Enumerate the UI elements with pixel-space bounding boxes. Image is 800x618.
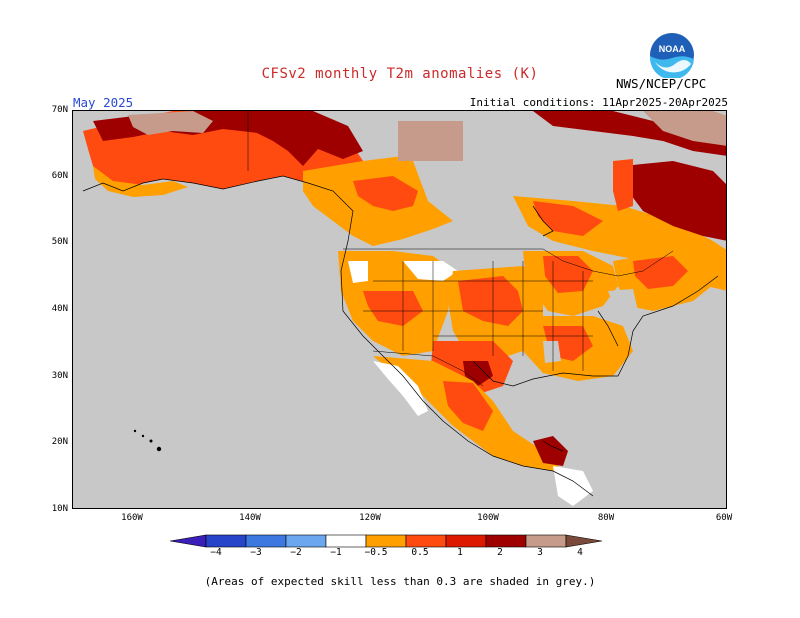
lon-label-160w: 160W	[121, 513, 143, 523]
map-canvas	[73, 111, 726, 508]
anomaly-region-us-greatlakes-red	[543, 256, 593, 293]
anomaly-region-us-northeast-red	[633, 256, 688, 289]
colorbar-label-1: 1	[457, 547, 463, 558]
colorbar-label-neg4: −4	[210, 547, 222, 558]
anomaly-region-us-great-basin-red	[363, 291, 423, 326]
lon-label-140w: 140W	[239, 513, 261, 523]
colorbar-arrow-low	[170, 534, 207, 548]
colorbar-segment-5	[365, 534, 407, 548]
anomaly-region-alaska-orange-coast	[93, 166, 188, 197]
anomaly-region-greenland-pink	[643, 111, 726, 146]
lat-label-50n: 50N	[51, 237, 68, 247]
anomaly-region-us-white-california	[348, 261, 368, 283]
colorbar-label-neg2: −2	[290, 547, 302, 558]
anomaly-region-labrador-red	[613, 159, 633, 211]
anomaly-region-arctic-islands-dark	[533, 111, 726, 156]
anomaly-region-nunavut-pink	[398, 121, 463, 161]
anomaly-region-central-canada-grey	[413, 161, 523, 231]
anomaly-region-us-mid-atlantic-grey	[608, 289, 638, 316]
anomaly-region-canada-red	[353, 176, 418, 211]
colorbar-label-05: 0.5	[411, 547, 429, 558]
lat-label-70n: 70N	[51, 105, 68, 115]
colorbar-label-neg3: −3	[250, 547, 262, 558]
lon-label-120w: 120W	[359, 513, 381, 523]
lat-label-10n: 10N	[51, 504, 68, 514]
colorbar-segment-9	[525, 534, 567, 548]
colorbar-segment-2	[245, 534, 287, 548]
colorbar-label-neg05: −0.5	[364, 547, 388, 558]
lon-label-80w: 80W	[597, 513, 615, 523]
anomaly-region-yukon-dark	[248, 111, 363, 166]
noaa-logo-text: NOAA	[659, 44, 686, 54]
anomaly-map	[72, 110, 727, 509]
colorbar-segment-4	[325, 534, 367, 548]
anomaly-region-labrador-dark	[623, 161, 726, 241]
anomaly-region-quebec-red	[533, 201, 603, 236]
hawaii-islands	[133, 429, 162, 452]
footnote: (Areas of expected skill less than 0.3 a…	[204, 575, 596, 588]
political-borders	[247, 111, 674, 387]
anomaly-region-us-plains-red	[458, 276, 523, 326]
forecast-period: May 2025	[73, 95, 134, 110]
agency-label: NWS/NCEP/CPC	[616, 76, 707, 91]
initial-conditions: Initial conditions: 11Apr2025-20Apr2025	[469, 96, 728, 109]
anomaly-region-yucatan-dark	[533, 436, 568, 466]
lon-label-60w: 60W	[715, 513, 733, 523]
chart-title: CFSv2 monthly T2m anomalies (K)	[261, 66, 539, 82]
colorbar-segment-8	[485, 534, 527, 548]
colorbar-label-4: 4	[577, 547, 583, 558]
coastline-lines	[82, 175, 719, 497]
anomaly-region-us-white-northwest	[403, 261, 458, 281]
lat-label-20n: 20N	[51, 437, 68, 447]
colorbar-segment-7	[445, 534, 487, 548]
colorbar-segment-1	[205, 534, 247, 548]
noaa-logo-icon: NOAA	[649, 33, 694, 78]
colorbar-label-2: 2	[497, 547, 503, 558]
colorbar-segment-6	[405, 534, 447, 548]
colorbar-label-neg1: −1	[330, 547, 342, 558]
anomaly-region-alaska-pink	[128, 111, 213, 135]
anomaly-region-mexico-white-baja	[373, 361, 428, 416]
lon-label-100w: 100W	[477, 513, 499, 523]
anomaly-region-mexico-red	[443, 381, 493, 431]
anomaly-region-baffin-grey	[463, 111, 543, 176]
lat-label-30n: 30N	[51, 371, 68, 381]
colorbar-label-3: 3	[537, 547, 543, 558]
colorbar	[170, 534, 603, 548]
anomaly-region-us-mississippi-grey	[543, 341, 561, 363]
colorbar-arrow-high	[565, 534, 603, 548]
lat-label-40n: 40N	[51, 304, 68, 314]
lat-label-60n: 60N	[51, 171, 68, 181]
colorbar-segment-3	[285, 534, 327, 548]
